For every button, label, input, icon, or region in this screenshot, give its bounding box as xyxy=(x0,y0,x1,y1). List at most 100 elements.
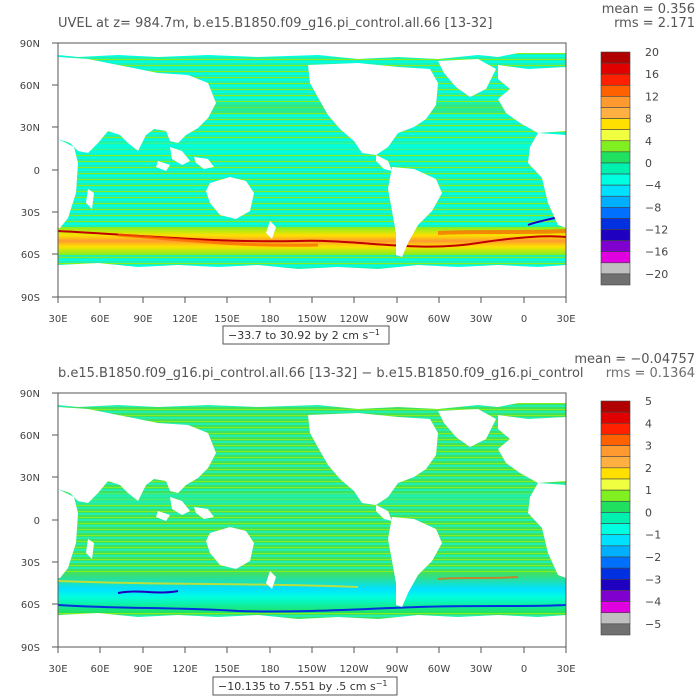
colorbar-swatch xyxy=(600,173,631,186)
colorbar-swatch xyxy=(600,578,631,591)
p1-xtick-3: 120E xyxy=(172,314,197,325)
p1-xtick-10: 30W xyxy=(470,314,493,325)
colorbar-swatch xyxy=(600,62,631,75)
p1-xtick-4: 150E xyxy=(214,314,239,325)
colorbar-label: 0 xyxy=(645,506,652,519)
colorbar-swatch xyxy=(600,601,631,614)
panel-2-range: −10.135 to 7.551 by .5 cm s xyxy=(218,680,376,693)
panel-1-mean: mean = 0.356 xyxy=(602,2,695,17)
p2-ytick-1: 60N xyxy=(20,431,40,442)
colorbar-swatch xyxy=(600,184,631,197)
p2-ytick-4: 30S xyxy=(21,558,40,569)
p1-ytick-6: 90S xyxy=(21,293,40,304)
p1-ytick-2: 30N xyxy=(20,123,40,134)
colorbar-label: 4 xyxy=(645,417,652,430)
colorbar-label: 12 xyxy=(645,90,659,103)
p1-xtick-1: 60E xyxy=(90,314,109,325)
p1-xtick-5: 180 xyxy=(260,314,279,325)
colorbar-label: −8 xyxy=(645,201,661,214)
colorbar-swatch xyxy=(600,623,631,636)
colorbar-swatch xyxy=(600,512,631,524)
colorbar-swatch xyxy=(600,151,631,164)
colorbar-swatch xyxy=(600,500,631,513)
colorbar-swatch xyxy=(600,445,631,458)
colorbar-swatch xyxy=(600,534,631,547)
colorbar-label: −12 xyxy=(645,224,668,237)
panel-1: UVEL at z= 984.7m, b.e15.B1850.f09_g16.p… xyxy=(20,2,695,345)
p1-xtick-11: 0 xyxy=(521,314,527,325)
colorbar-label: −2 xyxy=(645,551,661,564)
colorbar-swatch xyxy=(600,273,631,286)
panel-1-title: UVEL at z= 984.7m, b.e15.B1850.f09_g16.p… xyxy=(58,16,492,31)
colorbar-label: 1 xyxy=(645,484,652,497)
p1-ytick-3: 0 xyxy=(34,166,40,177)
colorbar-swatch xyxy=(600,523,631,536)
p1-xtick-9: 60W xyxy=(428,314,451,325)
colorbar-swatch xyxy=(600,434,631,446)
colorbar-swatch xyxy=(600,478,631,491)
colorbar-swatch xyxy=(600,73,631,86)
colorbar-swatch xyxy=(600,545,631,558)
colorbar-swatch xyxy=(600,140,631,153)
colorbar-swatch xyxy=(600,240,631,253)
colorbar-swatch xyxy=(600,229,631,241)
p2-xtick-11: 0 xyxy=(521,664,527,675)
colorbar-swatch xyxy=(600,162,631,175)
colorbar-swatch xyxy=(600,96,631,108)
colorbar-label: 3 xyxy=(645,440,652,453)
colorbar-label: 0 xyxy=(645,157,652,170)
p1-xtick-2: 90E xyxy=(133,314,152,325)
panel-2-title: b.e15.B1850.f09_g16.pi_control.all.66 [1… xyxy=(58,366,584,381)
colorbar-label: 20 xyxy=(645,46,659,59)
p2-ytick-2: 30N xyxy=(20,473,40,484)
p1-xtick-8: 90W xyxy=(386,314,409,325)
colorbar-swatch xyxy=(600,400,631,413)
p1-xtick-12: 30E xyxy=(556,314,575,325)
panel-2-colorbar: 5 4 3 2 1 0 −1 −2 −3 −4 −5 xyxy=(600,395,661,636)
p2-xtick-0: 30E xyxy=(48,664,67,675)
p2-ytick-3: 0 xyxy=(34,516,40,527)
p1-ytick-1: 60N xyxy=(20,81,40,92)
panel-1-range: −33.7 to 30.92 by 2 cm s xyxy=(228,329,368,342)
colorbar-label: −1 xyxy=(645,529,661,542)
colorbar-swatch xyxy=(600,195,631,208)
colorbar-swatch xyxy=(600,207,631,219)
colorbar-label: −4 xyxy=(645,179,661,192)
colorbar-swatch xyxy=(600,107,631,119)
colorbar-swatch xyxy=(600,556,631,569)
p2-xtick-8: 90W xyxy=(386,664,409,675)
p1-ytick-0: 90N xyxy=(20,39,40,50)
p1-xtick-6: 150W xyxy=(298,314,327,325)
colorbar-swatch xyxy=(600,251,631,264)
p2-xtick-7: 120W xyxy=(340,664,369,675)
colorbar-swatch xyxy=(600,567,631,580)
p2-xtick-12: 30E xyxy=(556,664,575,675)
p2-ytick-0: 90N xyxy=(20,389,40,400)
colorbar-label: −20 xyxy=(645,268,668,281)
panel-2: b.e15.B1850.f09_g16.pi_control.all.66 [1… xyxy=(20,352,695,696)
colorbar-label: 16 xyxy=(645,68,659,81)
p1-xtick-0: 30E xyxy=(48,314,67,325)
p2-xtick-5: 180 xyxy=(260,664,279,675)
p2-xtick-2: 90E xyxy=(133,664,152,675)
panel-2-map xyxy=(57,392,567,648)
colorbar-label: −4 xyxy=(645,596,661,609)
colorbar-swatch xyxy=(600,84,631,97)
colorbar-label: 2 xyxy=(645,462,652,475)
p2-xtick-1: 60E xyxy=(90,664,109,675)
p2-xtick-9: 60W xyxy=(428,664,451,675)
colorbar-swatch xyxy=(600,262,631,275)
p1-ytick-5: 60S xyxy=(21,250,40,261)
colorbar-swatch xyxy=(600,489,631,502)
panel-1-colorbar: 20 16 12 8 4 0 −4 −8 −12 −16 −20 xyxy=(600,46,668,286)
colorbar-label: 8 xyxy=(645,113,652,126)
p2-xtick-4: 150E xyxy=(214,664,239,675)
colorbar-swatch xyxy=(600,422,631,435)
p2-xtick-6: 150W xyxy=(298,664,327,675)
colorbar-label: −3 xyxy=(645,573,661,586)
svg-text:−33.7 to 30.92 by 2 cm s−1: −33.7 to 30.92 by 2 cm s−1 xyxy=(228,328,380,342)
colorbar-label: 5 xyxy=(645,395,652,408)
panel-2-range-unit-exp: −1 xyxy=(376,679,388,688)
panel-1-range-unit-exp: −1 xyxy=(368,328,380,337)
